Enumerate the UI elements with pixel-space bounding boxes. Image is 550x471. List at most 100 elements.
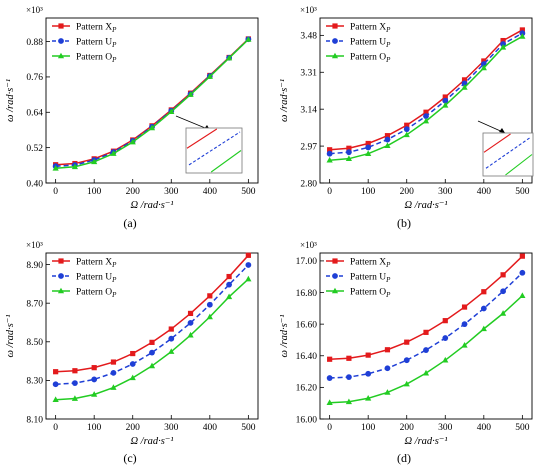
data-point bbox=[384, 136, 391, 143]
x-tick-label: 500 bbox=[515, 187, 530, 197]
data-point bbox=[365, 394, 372, 401]
legend-marker bbox=[58, 38, 64, 44]
legend: Pattern XP Pattern UP Pattern OP bbox=[52, 257, 117, 299]
y-tick-label: 16.40 bbox=[296, 352, 318, 362]
legend-label: Pattern OP bbox=[350, 52, 391, 64]
zoom-box bbox=[185, 127, 243, 174]
legend-label: Pattern OP bbox=[350, 287, 391, 299]
data-point bbox=[71, 395, 79, 401]
y-multiplier: ×10³ bbox=[26, 5, 43, 15]
legend-label: Pattern UP bbox=[76, 37, 117, 49]
data-point bbox=[423, 109, 429, 115]
y-tick-label: 0.88 bbox=[26, 38, 43, 48]
x-tick-label: 300 bbox=[164, 187, 179, 197]
x-axis-label: Ω /rad·s⁻¹ bbox=[130, 200, 173, 211]
data-point bbox=[148, 362, 156, 369]
data-point bbox=[149, 349, 155, 356]
data-point bbox=[423, 329, 429, 335]
data-point bbox=[52, 396, 59, 402]
data-point bbox=[384, 389, 391, 395]
zoom-line-u bbox=[485, 136, 532, 169]
legend-label: Pattern UP bbox=[76, 272, 117, 284]
data-point bbox=[519, 253, 525, 259]
data-point bbox=[442, 356, 449, 363]
data-point bbox=[461, 304, 468, 310]
data-point bbox=[422, 117, 430, 124]
data-point bbox=[130, 350, 136, 357]
series-pattern-u bbox=[52, 262, 252, 388]
data-point bbox=[129, 361, 136, 367]
data-point bbox=[72, 380, 78, 386]
data-point bbox=[384, 365, 391, 372]
y-tick-label: 0.52 bbox=[26, 144, 43, 154]
x-tick-label: 0 bbox=[53, 187, 58, 197]
legend: Pattern XP Pattern UP Pattern OP bbox=[326, 257, 391, 299]
data-point bbox=[403, 380, 410, 387]
data-point bbox=[327, 147, 333, 153]
data-point bbox=[245, 275, 252, 282]
y-axis-label: ω /rad·s⁻¹ bbox=[5, 315, 16, 358]
data-point bbox=[53, 369, 59, 375]
x-tick-label: 400 bbox=[203, 423, 218, 433]
x-tick-label: 500 bbox=[515, 423, 530, 433]
data-point bbox=[225, 293, 233, 300]
y-tick-label: 16.00 bbox=[296, 415, 318, 425]
data-point bbox=[225, 54, 233, 61]
data-point bbox=[499, 310, 507, 316]
panel-caption: (c) bbox=[123, 451, 136, 465]
data-point bbox=[519, 292, 526, 298]
data-point bbox=[423, 113, 429, 120]
zoom-arrowhead bbox=[499, 128, 505, 133]
legend-label: Pattern XP bbox=[350, 257, 391, 269]
data-point bbox=[206, 313, 213, 320]
data-point bbox=[403, 357, 410, 364]
data-point bbox=[384, 142, 391, 148]
legend-marker bbox=[332, 23, 338, 29]
x-axis-label: Ω /rad·s⁻¹ bbox=[404, 200, 447, 211]
data-point bbox=[442, 94, 448, 100]
y-tick-label: 0.64 bbox=[26, 109, 43, 119]
legend-label: Pattern UP bbox=[350, 37, 391, 49]
panel-caption: (a) bbox=[123, 216, 136, 230]
legend-label: Pattern OP bbox=[76, 287, 117, 299]
data-point bbox=[346, 374, 352, 381]
x-tick-label: 400 bbox=[477, 423, 492, 433]
y-tick-label: 8.50 bbox=[26, 338, 43, 348]
y-tick-label: 3.14 bbox=[300, 105, 317, 115]
legend-label: Pattern UP bbox=[350, 272, 391, 284]
x-tick-label: 200 bbox=[126, 423, 141, 433]
zoom-box bbox=[482, 132, 534, 177]
legend-marker bbox=[57, 287, 65, 294]
legend-marker bbox=[58, 258, 64, 264]
data-point bbox=[71, 163, 79, 170]
data-point bbox=[91, 158, 98, 165]
chart-panel-d: 0 100 200 300 400 500 16.00 16.20 16.40 16.60 16.8… bbox=[279, 240, 533, 465]
data-point bbox=[346, 145, 352, 151]
zoom-line-u bbox=[188, 131, 241, 166]
data-point bbox=[129, 374, 136, 381]
y-multiplier: ×10³ bbox=[300, 240, 317, 250]
y-tick-label: 3.48 bbox=[300, 32, 317, 42]
data-point bbox=[245, 262, 252, 268]
data-point bbox=[168, 335, 175, 342]
legend-marker bbox=[58, 23, 64, 29]
data-point bbox=[72, 368, 78, 374]
data-point bbox=[461, 321, 468, 328]
y-tick-label: 3.31 bbox=[300, 69, 317, 79]
y-tick-label: 0.76 bbox=[26, 73, 43, 83]
data-point bbox=[365, 352, 371, 358]
data-point bbox=[168, 108, 175, 114]
x-axis-label: Ω /rad·s⁻¹ bbox=[130, 436, 173, 447]
data-point bbox=[480, 325, 487, 332]
legend-marker bbox=[58, 273, 64, 279]
data-point bbox=[226, 281, 232, 288]
y-axis-label: ω /rad·s⁻¹ bbox=[5, 79, 16, 122]
y-tick-label: 8.90 bbox=[26, 261, 43, 271]
chart-panel-b: 0 100 200 300 400 500 2.80 2.97 3.14 3.31 3.48 ×10³… bbox=[279, 5, 534, 230]
legend-marker bbox=[332, 38, 338, 44]
data-point bbox=[423, 347, 429, 353]
x-tick-label: 500 bbox=[241, 423, 256, 433]
data-point bbox=[519, 269, 526, 276]
data-point bbox=[206, 301, 213, 308]
